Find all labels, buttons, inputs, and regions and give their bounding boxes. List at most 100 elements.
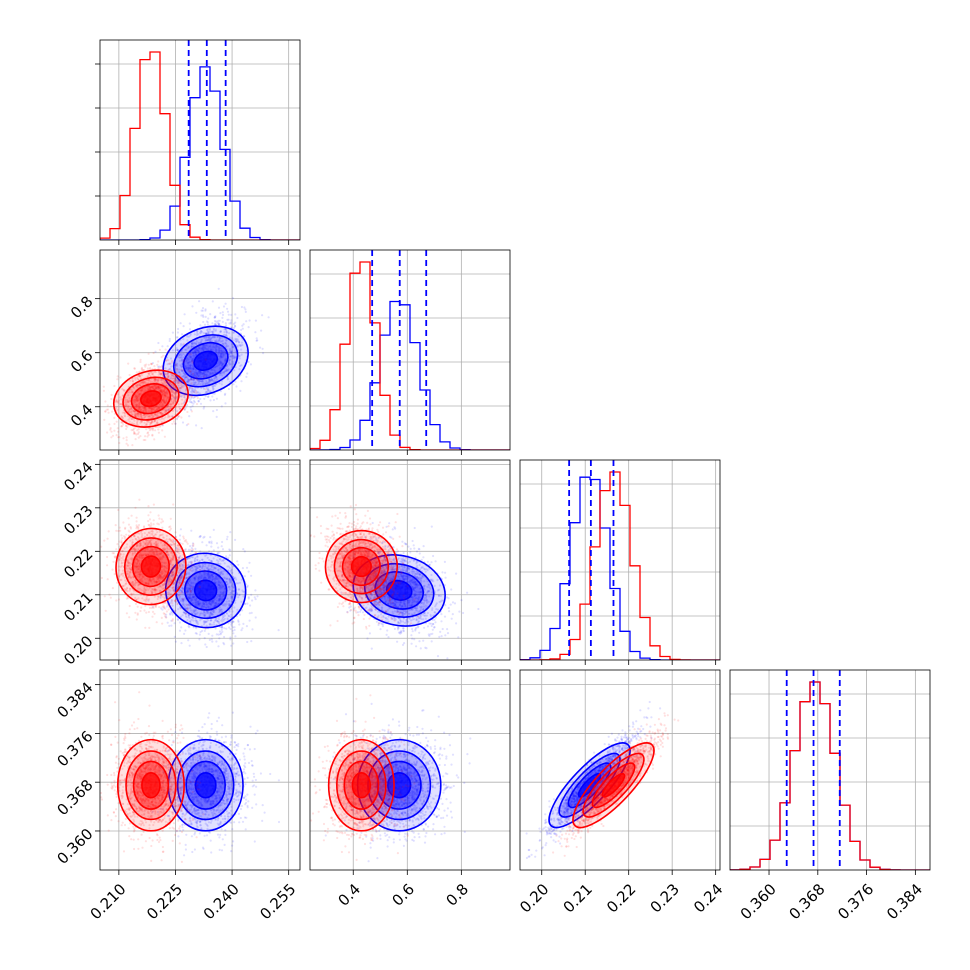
scatter-point [234, 321, 237, 324]
scatter-point [190, 388, 193, 391]
scatter-point [169, 362, 172, 365]
scatter-point [198, 347, 201, 350]
scatter-point [167, 359, 170, 362]
scatter-point [175, 379, 178, 382]
scatter-point [201, 373, 204, 376]
scatter-point [182, 374, 185, 378]
scatter-point [225, 368, 228, 371]
scatter-point [138, 370, 141, 373]
scatter-point [191, 405, 194, 408]
scatter-point [153, 379, 156, 382]
scatter-point [248, 619, 251, 622]
scatter-point [127, 362, 130, 365]
scatter-point [147, 352, 150, 355]
panel-1-1 [310, 250, 510, 450]
scatter-point [164, 348, 167, 351]
scatter-point [180, 365, 183, 369]
scatter-point [190, 401, 193, 404]
scatter-point [238, 623, 241, 626]
scatter-point [213, 346, 217, 349]
scatter-point [243, 306, 246, 309]
scatter-point [212, 336, 215, 339]
scatter-point [201, 380, 204, 383]
scatter-point [199, 374, 202, 377]
scatter-point [191, 345, 194, 348]
contour-line [182, 341, 229, 380]
scatter-point [225, 329, 228, 332]
scatter-point [221, 364, 224, 367]
scatter-point [165, 610, 168, 613]
scatter-point [217, 345, 220, 348]
scatter-point [195, 402, 199, 406]
scatter-point [214, 349, 217, 352]
scatter-point [229, 355, 232, 358]
scatter-point [162, 354, 165, 357]
panel-0-0 [100, 40, 300, 240]
scatter-point [233, 626, 236, 629]
scatter-point [181, 597, 184, 601]
scatter-point [94, 430, 96, 432]
scatter-point [217, 306, 221, 309]
scatter-point [199, 371, 202, 374]
scatter-point [145, 428, 148, 431]
scatter-point [201, 347, 204, 350]
scatter-point [106, 564, 109, 567]
scatter-point [160, 616, 163, 620]
scatter-point [182, 352, 185, 356]
scatter-point [183, 378, 186, 381]
scatter-point [123, 411, 126, 414]
scatter-point [147, 385, 150, 388]
scatter-point [219, 361, 223, 364]
scatter-point [190, 345, 193, 348]
scatter-point [205, 373, 208, 376]
scatter-point [197, 350, 200, 353]
scatter-point [177, 368, 181, 371]
scatter-point [231, 620, 234, 624]
scatter-point [139, 358, 142, 361]
panel-2-0 [100, 460, 300, 660]
scatter-point [200, 375, 203, 379]
scatter-point [196, 331, 199, 335]
scatter-point [204, 388, 207, 391]
scatter-point [233, 324, 237, 327]
scatter-point [195, 343, 198, 346]
scatter-point [228, 358, 231, 361]
scatter-point [181, 369, 184, 373]
scatter-point [212, 661, 214, 663]
scatter-point [206, 336, 210, 339]
scatter-point [207, 369, 210, 373]
scatter-point [232, 362, 235, 365]
scatter-point [240, 380, 243, 383]
scatter-point [215, 415, 218, 418]
scatter-point [209, 339, 212, 342]
scatter-point [147, 372, 150, 375]
scatter-point [212, 336, 216, 339]
scatter-point [208, 379, 211, 382]
scatter-point [178, 359, 181, 362]
scatter-point [237, 341, 241, 344]
scatter-point [191, 390, 194, 393]
scatter-point [198, 638, 201, 641]
scatter-point [136, 395, 139, 398]
scatter-point [213, 345, 216, 348]
scatter-point [179, 364, 182, 367]
scatter-point [180, 368, 183, 371]
scatter-point [117, 508, 120, 512]
scatter-point [237, 619, 240, 622]
scatter-point [206, 387, 209, 390]
scatter-point [135, 520, 138, 523]
scatter-point [173, 377, 177, 380]
scatter-point [124, 415, 127, 418]
scatter-point [187, 639, 190, 642]
scatter-point [216, 551, 219, 554]
scatter-point [157, 386, 160, 389]
scatter-point [203, 629, 206, 633]
scatter-point [187, 366, 190, 369]
scatter-point [221, 548, 225, 551]
scatter-point [204, 332, 208, 335]
scatter-point [152, 386, 155, 389]
scatter-point [229, 638, 232, 641]
scatter-point [133, 432, 137, 435]
scatter-point [182, 384, 185, 387]
panel-3-2 [520, 670, 720, 870]
